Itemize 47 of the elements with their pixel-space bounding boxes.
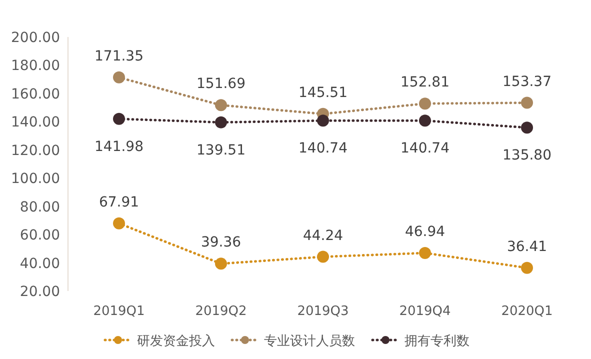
data-label: 36.41 [506,238,548,255]
point [113,217,125,230]
point [419,246,431,259]
point [419,98,431,110]
point [317,114,329,127]
data-label: 140.74 [400,140,450,157]
y-tick-label: 80.00 [20,199,60,216]
data-label: 139.51 [196,142,246,158]
data-label: 140.74 [298,140,348,157]
point [113,71,125,84]
point [215,116,227,128]
y-tick-label: 40.00 [20,256,60,272]
x-tick-label: 2019Q3 [297,304,349,319]
legend-label: 专业设计人员数 [264,334,355,349]
data-label: 46.94 [404,224,446,240]
legend-label: 拥有专利数 [404,334,470,349]
y-tick-label: 160.00 [11,86,60,102]
y-tick-label: 140.00 [11,114,60,131]
x-tick-label: 2019Q2 [195,304,247,319]
point [317,250,329,263]
point [113,112,125,125]
data-label: 39.36 [200,234,242,251]
x-tick-label: 2019Q4 [399,304,451,319]
point [419,114,431,127]
y-tick-label: 20.00 [20,284,60,300]
data-label: 151.69 [196,76,246,92]
data-label: 135.80 [502,148,552,164]
data-label: 141.98 [94,138,144,155]
x-tick-label: 2019Q1 [93,304,145,319]
y-tick-label: 120.00 [11,142,60,159]
point [215,99,227,112]
y-tick-label: 60.00 [20,228,60,244]
point [521,122,533,134]
data-label: 145.51 [298,84,348,101]
y-tick-label: 200.00 [11,30,60,46]
data-label: 67.91 [98,194,140,210]
y-tick-label: 180.00 [11,58,60,74]
point [521,262,533,274]
x-tick-label: 2020Q1 [501,304,553,319]
y-tick-label: 100.00 [11,171,60,188]
data-label: 153.37 [502,74,552,90]
legend-label: 研发资金投入 [137,334,215,349]
data-label: 171.35 [94,48,144,64]
data-label: 44.24 [302,228,344,244]
point [215,258,227,270]
data-label: 152.81 [400,74,450,91]
point [521,96,533,109]
